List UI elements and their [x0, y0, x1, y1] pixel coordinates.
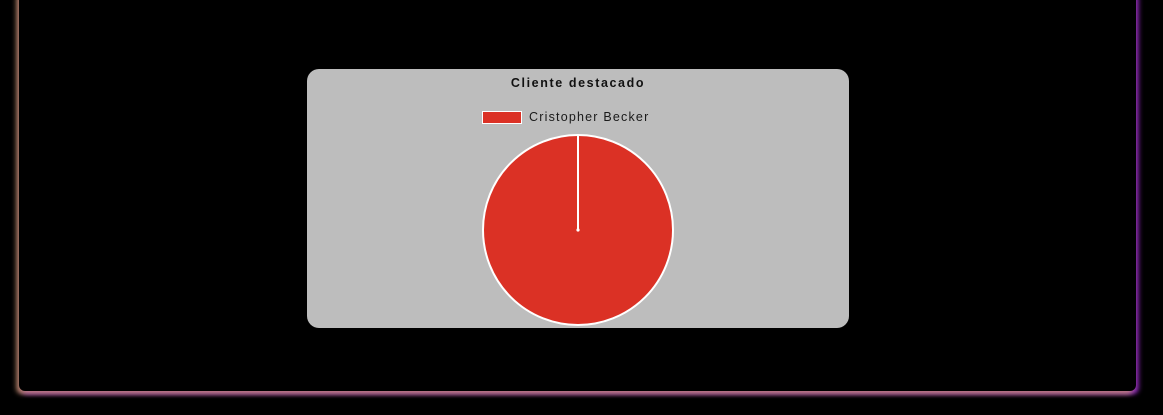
chart-title: Cliente destacado: [510, 76, 646, 90]
legend-swatch[interactable]: [482, 110, 522, 124]
legend-label[interactable]: Cristopher Becker: [529, 110, 650, 124]
pie-center-dot: [576, 228, 580, 232]
chart-card: Cliente destacado Cristopher Becker: [307, 69, 849, 328]
pie-chart: [482, 134, 674, 326]
pie-slices: [482, 134, 674, 326]
chart-legend[interactable]: Cristopher Becker: [482, 109, 649, 125]
